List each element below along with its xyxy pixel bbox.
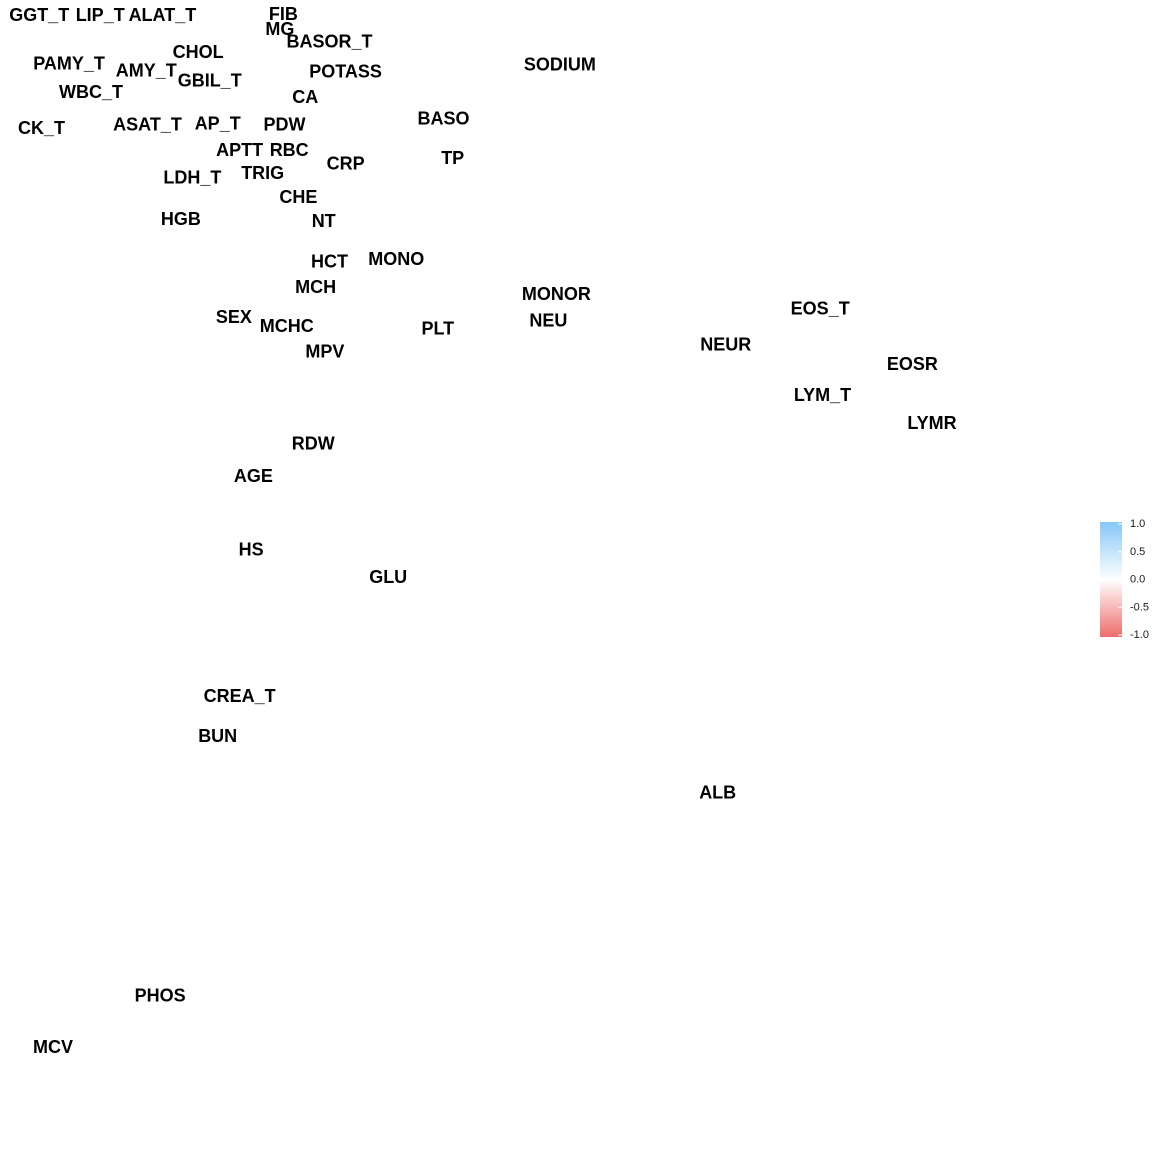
variable-label-rdw: RDW (292, 434, 335, 454)
legend-tick-label: 0.5 (1130, 546, 1145, 558)
variable-label-che: CHE (279, 187, 317, 207)
variable-label-tp: TP (441, 148, 464, 168)
variable-label-ca: CA (292, 87, 318, 107)
legend-tick-label: 1.0 (1130, 518, 1145, 530)
variable-label-baso: BASO (417, 109, 469, 129)
variable-label-lymr: LYMR (907, 413, 956, 433)
variable-label-mpv: MPV (305, 341, 344, 361)
variable-label-glu: GLU (369, 567, 407, 587)
variable-label-mcv: MCV (33, 1037, 73, 1057)
variable-label-aptt: APTT (216, 140, 263, 160)
variable-label-age: AGE (234, 466, 273, 486)
variable-label-sex: SEX (216, 307, 252, 327)
variable-label-crp: CRP (327, 154, 365, 174)
variable-label-bun: BUN (198, 726, 237, 746)
variable-label-eosr: EOSR (887, 354, 938, 374)
variable-label-ap-t: AP_T (195, 113, 241, 133)
variable-label-monor: MONOR (522, 284, 591, 304)
variable-label-mono: MONO (368, 249, 424, 269)
variable-label-pdw: PDW (264, 114, 306, 134)
legend-tick-label: -1.0 (1130, 629, 1149, 641)
variable-label-hgb: HGB (161, 209, 201, 229)
variable-label-lip-t: LIP_T (76, 5, 125, 25)
variable-label-neu: NEU (529, 310, 567, 330)
variable-label-ldh-t: LDH_T (163, 167, 221, 187)
variable-label-hs: HS (239, 540, 264, 560)
variable-label-gbil-t: GBIL_T (178, 71, 242, 91)
variable-label-ck-t: CK_T (18, 118, 65, 138)
variable-label-crea-t: CREA_T (204, 686, 276, 706)
variable-label-alat-t: ALAT_T (129, 5, 197, 25)
variable-label-mchc: MCHC (260, 316, 314, 336)
variable-label-plt: PLT (421, 318, 454, 338)
variable-label-ggt-t: GGT_T (9, 5, 69, 25)
variable-label-phos: PHOS (135, 985, 186, 1005)
variable-label-pamy-t: PAMY_T (33, 53, 105, 73)
variable-label-basor-t: BASOR_T (286, 32, 372, 52)
variable-label-alb: ALB (699, 783, 736, 803)
variable-label-sodium: SODIUM (524, 55, 596, 75)
variable-label-hct: HCT (311, 252, 348, 272)
variable-label-potass: POTASS (309, 61, 382, 81)
variable-label-asat-t: ASAT_T (113, 114, 182, 134)
variable-label-mch: MCH (295, 277, 336, 297)
variable-label-lym-t: LYM_T (794, 385, 851, 405)
variable-label-neur: NEUR (700, 334, 751, 354)
variable-label-rbc: RBC (270, 140, 309, 160)
variable-label-amy-t: AMY_T (116, 60, 177, 80)
legend-tick-label: -0.5 (1130, 601, 1149, 613)
variable-label-chol: CHOL (173, 42, 224, 62)
variable-label-nt: NT (312, 211, 336, 231)
legend-tick-label: 0.0 (1130, 574, 1145, 586)
variable-label-wbc-t: WBC_T (59, 82, 123, 102)
variable-label-trig: TRIG (241, 163, 284, 183)
variable-label-eos-t: EOS_T (791, 299, 850, 319)
